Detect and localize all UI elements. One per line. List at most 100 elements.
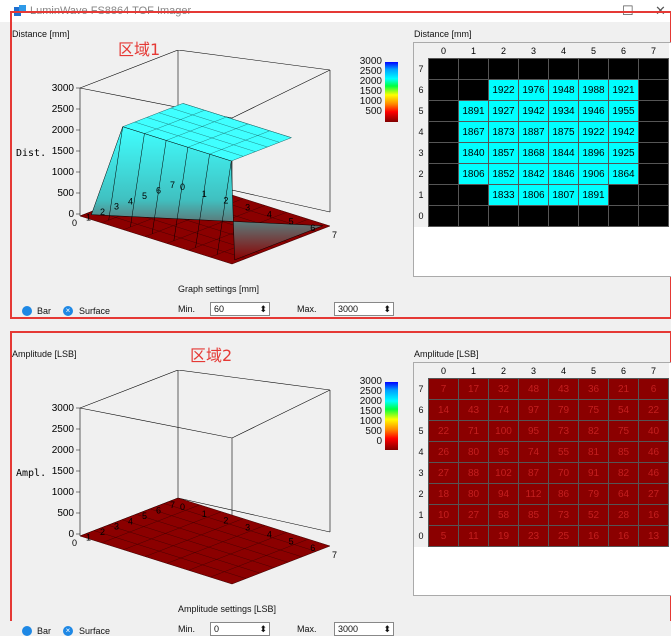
table-cell: 52 — [578, 504, 609, 526]
table-cell — [428, 100, 459, 122]
table-cell: 1868 — [518, 142, 549, 164]
maximize-button[interactable]: ☐ — [622, 3, 634, 18]
floor-grid-line — [107, 524, 261, 574]
surface-radio[interactable]: × — [63, 306, 73, 316]
spin-arrows-icon[interactable]: ⬍ — [259, 624, 267, 634]
box-edge — [177, 497, 331, 533]
table-title: Amplitude [LSB] — [414, 349, 479, 359]
surface-mesh-line — [146, 117, 256, 152]
table-cell: 86 — [548, 483, 579, 505]
surface-mesh-line — [209, 130, 270, 155]
column-header: 0 — [428, 363, 459, 379]
y-tick-label: 2 — [223, 196, 228, 206]
table-row: 7 7 17 32 48 43 36 21 6 — [414, 378, 669, 400]
table-row: 7 — [414, 58, 669, 80]
table-cell — [548, 205, 579, 227]
table-cell: 36 — [578, 378, 609, 400]
spin-arrows-icon[interactable]: ⬍ — [259, 304, 267, 314]
floor-grid-line — [79, 535, 233, 585]
table-cell — [578, 58, 609, 80]
column-header: 0 — [428, 43, 459, 59]
table-cell: 100 — [488, 420, 519, 442]
minimize-button[interactable]: — — [588, 3, 601, 18]
floor-grid-line — [166, 205, 265, 244]
table-cell: 7 — [428, 378, 459, 400]
surface-mesh-line — [108, 126, 123, 221]
max-spinbox[interactable]: 3000 ⬍ — [334, 622, 394, 636]
data-table: 0 1 2 3 4 5 6 7 7 7 17 32 48 43 36 21 6 6 14 43 74 97 79 75 54 22… — [414, 363, 669, 547]
column-header: 3 — [518, 363, 549, 379]
floor-grid-line — [145, 518, 244, 557]
colorbar-tick-label: 1000 — [359, 416, 382, 427]
table-cell: 16 — [608, 525, 639, 547]
z-tick-label: 500 — [57, 188, 74, 199]
table-cell: 1875 — [548, 121, 579, 143]
floor-grid-line — [149, 508, 303, 558]
column-header: 4 — [548, 363, 579, 379]
table-row: 6 1922 1976 1948 1988 1921 — [414, 79, 669, 101]
bar-radio[interactable] — [22, 306, 32, 316]
y-tick-label: 6 — [310, 543, 315, 553]
surface-radio[interactable]: × — [63, 626, 73, 636]
table-cell: 82 — [608, 462, 639, 484]
min-spinbox[interactable]: 0 ⬍ — [210, 622, 270, 636]
table-cell: 27 — [458, 504, 489, 526]
max-label: Max. — [297, 304, 317, 314]
floor-grid-line — [79, 497, 179, 537]
row-header: 0 — [414, 525, 429, 547]
data-table: 0 1 2 3 4 5 6 7 7 6 1922 1976 1948 1988 1921 5 1891 1927 1… — [414, 43, 669, 227]
table-row: 4 26 80 95 74 55 81 85 46 — [414, 441, 669, 463]
close-button[interactable]: ✕ — [655, 3, 666, 18]
table-cell: 1906 — [578, 163, 609, 185]
surface-mesh-line — [187, 123, 249, 148]
bar-radio[interactable] — [22, 626, 32, 636]
max-spinbox[interactable]: 3000 ⬍ — [334, 302, 394, 316]
table-cell: 94 — [488, 483, 519, 505]
colorbar-tick-label: 2000 — [359, 76, 382, 87]
table-cell: 27 — [428, 462, 459, 484]
x-tick-label: 5 — [142, 511, 147, 521]
z-tick-label: 0 — [68, 529, 74, 540]
row-header: 3 — [414, 142, 429, 164]
min-value: 0 — [214, 624, 220, 634]
x-tick-label: 0 — [72, 218, 77, 228]
colorbar-tick-label: 0 — [376, 436, 382, 447]
floor-grid-line — [101, 504, 200, 544]
table-cell: 80 — [458, 483, 489, 505]
column-header: 4 — [548, 43, 579, 59]
surface-wall — [90, 126, 323, 261]
row-header: 7 — [414, 58, 429, 80]
table-cell: 82 — [578, 420, 609, 442]
table-cell — [638, 100, 669, 122]
plot-title: Distance [mm] — [12, 29, 70, 39]
table-cell: 80 — [458, 441, 489, 463]
spin-arrows-icon[interactable]: ⬍ — [383, 624, 391, 634]
table-cell: 46 — [638, 462, 669, 484]
colorbar — [385, 382, 398, 450]
surface-mesh-line — [217, 160, 232, 255]
table-cell: 1942 — [608, 121, 639, 143]
floor-grid-line — [231, 225, 331, 265]
table-cell: 75 — [608, 420, 639, 442]
min-spinbox[interactable]: 60 ⬍ — [210, 302, 270, 316]
z-tick-label: 1000 — [52, 487, 75, 498]
table-cell: 1873 — [488, 121, 519, 143]
row-header: 5 — [414, 420, 429, 442]
surface-mesh-line — [166, 116, 227, 141]
table-cell: 1844 — [548, 142, 579, 164]
table-cell: 1842 — [518, 163, 549, 185]
y-tick-label: 5 — [289, 536, 294, 546]
row-header: 1 — [414, 184, 429, 206]
box-edge — [231, 69, 331, 119]
column-header: 2 — [488, 363, 519, 379]
row-header: 3 — [414, 462, 429, 484]
table-row: 6 14 43 74 97 79 75 54 22 — [414, 399, 669, 421]
colorbar-tick-label: 3000 — [359, 376, 382, 387]
table-cell — [428, 79, 459, 101]
spin-arrows-icon[interactable]: ⬍ — [383, 304, 391, 314]
table-cell: 55 — [548, 441, 579, 463]
table-cell: 6 — [638, 378, 669, 400]
table-cell: 1934 — [548, 100, 579, 122]
table-cell — [638, 184, 669, 206]
table-cell — [608, 184, 639, 206]
